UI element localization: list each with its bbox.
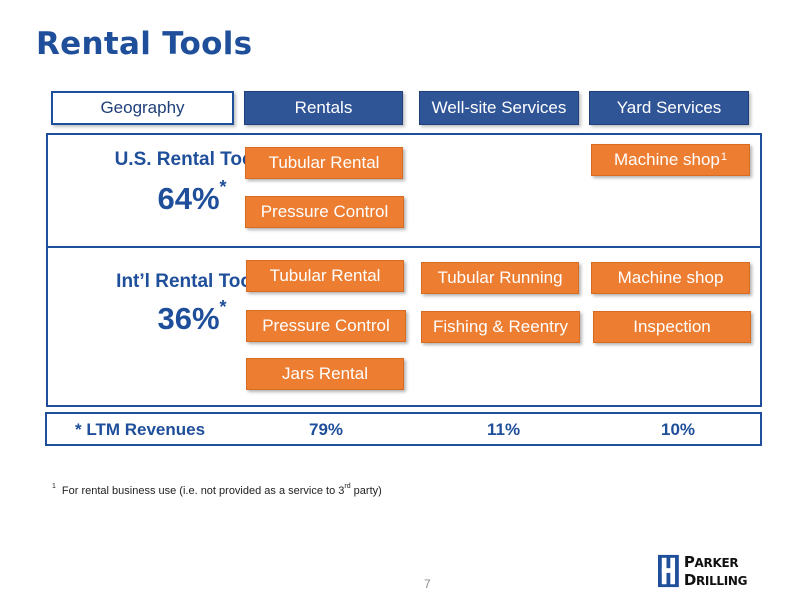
footnote-ordinal: rd	[344, 483, 351, 490]
header-geography: Geography	[51, 91, 234, 125]
intl-inspection-box: Inspection	[593, 311, 751, 343]
us-pct-asterisk: *	[219, 177, 227, 197]
us-pct-value: 64%	[157, 181, 220, 216]
logo-letter-d: D	[683, 571, 696, 589]
page-title: Rental Tools	[36, 26, 253, 62]
logo-word-arker: ARKER	[694, 556, 739, 570]
footnote-number: 1	[52, 483, 56, 490]
us-tubular-rental-box: Tubular Rental	[245, 147, 403, 179]
footnote-text-a: For rental business use (i.e. not provid…	[61, 485, 345, 497]
intl-pressure-control-box: Pressure Control	[246, 310, 406, 342]
us-revenue-share: 64%*	[92, 177, 292, 217]
logo-wordmark: PARKER DRILLING	[684, 553, 800, 589]
us-pressure-control-box: Pressure Control	[245, 196, 404, 228]
logo-word-rilling: RILLING	[695, 574, 748, 588]
ltm-yard-value: 10%	[661, 420, 696, 439]
parker-drilling-logo: PARKER DRILLING	[658, 553, 800, 589]
intl-pct-asterisk: *	[219, 297, 227, 317]
intl-tubular-running-box: Tubular Running	[421, 262, 579, 294]
logo-letter-p: P	[683, 553, 695, 571]
footnote: 1 For rental business use (i.e. not provi…	[52, 483, 382, 497]
us-machine-shop-label: Machine shop	[614, 150, 720, 169]
us-region-name: U.S. Rental Tools	[114, 149, 270, 170]
header-yard-services: Yard Services	[589, 91, 749, 125]
intl-revenue-share: 36%*	[92, 297, 292, 337]
ltm-rentals-value: 79%	[309, 420, 344, 439]
footnote-marker: 1	[720, 151, 727, 163]
intl-region-name: Int’l Rental Tools	[116, 271, 268, 292]
ltm-label: * LTM Revenues	[75, 420, 206, 439]
header-rentals: Rentals	[244, 91, 403, 125]
us-machine-shop-box: Machine shop 1	[591, 144, 750, 176]
intl-machine-shop-box: Machine shop	[591, 262, 750, 294]
header-wellsite-services: Well-site Services	[419, 91, 579, 125]
intl-jars-rental-box: Jars Rental	[246, 358, 404, 390]
parker-drilling-logo-mark-icon	[658, 554, 679, 588]
footnote-text-b: party)	[350, 485, 382, 497]
page-number: 7	[424, 577, 431, 591]
ltm-revenues-row: * LTM Revenues 79% 11% 10%	[45, 412, 762, 446]
intl-fishing-reentry-box: Fishing & Reentry	[421, 311, 580, 343]
intl-pct-value: 36%	[157, 301, 220, 336]
ltm-wellsite-value: 11%	[487, 420, 521, 439]
intl-tubular-rental-box: Tubular Rental	[246, 260, 404, 292]
